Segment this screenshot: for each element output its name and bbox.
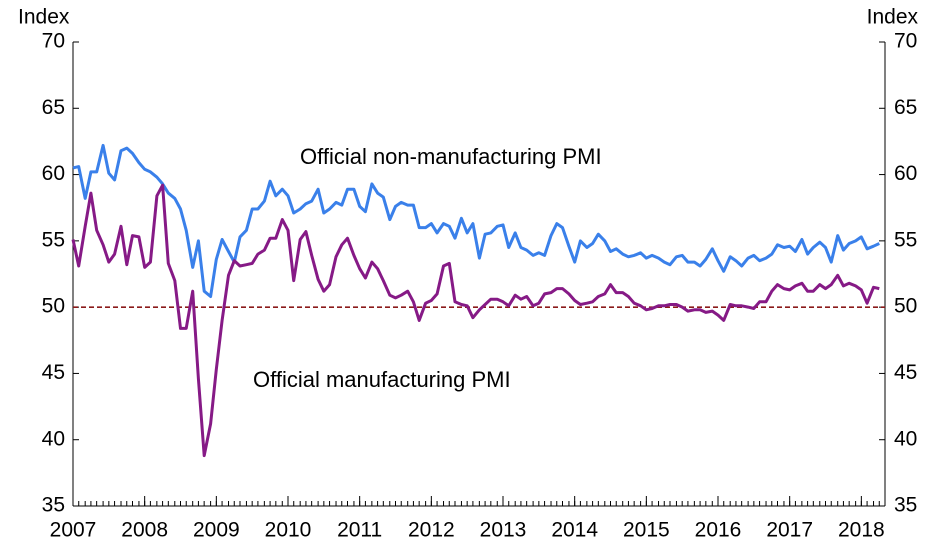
y-tick-label: 60 bbox=[42, 162, 65, 185]
x-tick-label: 2011 bbox=[337, 519, 382, 542]
y2-tick-label: 60 bbox=[894, 162, 917, 185]
x-tick-label: 2009 bbox=[193, 519, 240, 542]
y2-tick-label: 55 bbox=[894, 228, 917, 251]
x-tick-label: 2015 bbox=[623, 519, 670, 542]
y-tick-label: 50 bbox=[42, 295, 65, 318]
y2-tick-label: 65 bbox=[894, 96, 917, 119]
y2-tick-label: 50 bbox=[894, 295, 917, 318]
y-tick-label: 45 bbox=[42, 361, 65, 384]
series-line bbox=[72, 143, 880, 298]
x-tick-label: 2012 bbox=[408, 519, 455, 542]
x-tick-label: 2017 bbox=[766, 519, 813, 542]
y2-tick-label: 70 bbox=[894, 30, 917, 53]
y-axis-label: Index bbox=[18, 6, 70, 29]
y-tick-label: 70 bbox=[42, 30, 65, 53]
y-tick-label: 35 bbox=[42, 494, 65, 517]
series-label: Official manufacturing PMI bbox=[253, 367, 511, 392]
y-tick-label: 55 bbox=[42, 228, 65, 251]
y-tick-label: 40 bbox=[42, 427, 65, 450]
x-tick-label: 2016 bbox=[695, 519, 742, 542]
x-tick-label: 2007 bbox=[50, 519, 97, 542]
x-tick-label: 2014 bbox=[551, 519, 598, 542]
x-tick-label: 2018 bbox=[838, 519, 885, 542]
y2-tick-label: 40 bbox=[894, 427, 917, 450]
y2-axis-label: Index bbox=[867, 6, 919, 29]
y2-tick-label: 35 bbox=[894, 494, 917, 517]
y-tick-label: 65 bbox=[42, 96, 65, 119]
series-line bbox=[71, 183, 880, 458]
x-tick-label: 2010 bbox=[265, 519, 312, 542]
x-tick-label: 2013 bbox=[480, 519, 527, 542]
y2-tick-label: 45 bbox=[894, 361, 917, 384]
series-label: Official non-manufacturing PMI bbox=[300, 144, 602, 169]
x-tick-label: 2008 bbox=[121, 519, 168, 542]
